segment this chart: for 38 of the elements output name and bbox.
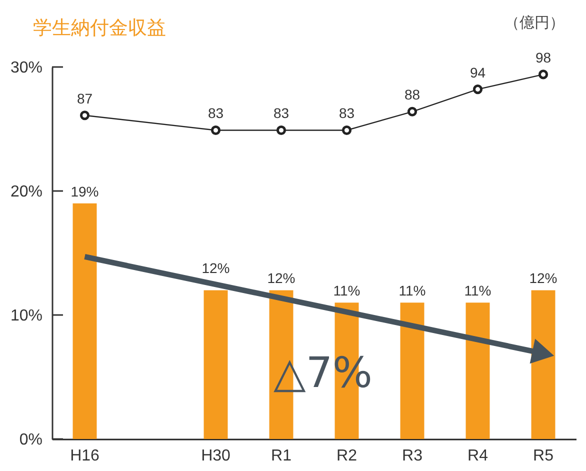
chart-title: 学生納付金収益 [33, 17, 166, 39]
bar [204, 290, 228, 439]
point [538, 70, 548, 80]
data-label: 88 [404, 86, 420, 103]
y-tick-label: 0% [19, 432, 42, 448]
point [472, 84, 483, 94]
y-tick-label: 30% [10, 60, 42, 76]
data-label: 19% [70, 183, 99, 200]
y2-axis-title: （億円） [504, 14, 564, 32]
data-label: 83 [338, 105, 355, 122]
data-label: 83 [208, 105, 224, 122]
bar [72, 203, 97, 439]
data-label: 98 [535, 49, 552, 66]
data-label: 94 [470, 64, 486, 80]
x-tick-label: H30 [201, 448, 231, 464]
x-tick-label: R5 [533, 448, 554, 464]
x-tick-label: R2 [336, 448, 358, 464]
x-tick-label: R4 [468, 448, 488, 464]
point [80, 110, 90, 120]
y-tick-label: 20% [10, 184, 42, 200]
data-label: 83 [273, 105, 290, 122]
point [342, 125, 352, 136]
data-label: 12% [267, 270, 296, 286]
y-tick-label: 10% [10, 308, 42, 324]
bar [400, 302, 424, 439]
data-label: 11% [333, 282, 360, 299]
data-label: 12% [529, 270, 558, 286]
x-tick-label: R3 [402, 448, 423, 464]
x-tick-label: R1 [271, 448, 292, 464]
bar [466, 302, 490, 439]
data-label: 11% [398, 282, 426, 299]
point [210, 125, 221, 136]
data-label: 87 [76, 90, 93, 106]
data-label: 12% [202, 260, 230, 276]
point [407, 106, 418, 116]
point [276, 125, 286, 136]
data-label: 11% [464, 282, 492, 299]
x-tick-label: H16 [70, 448, 100, 464]
